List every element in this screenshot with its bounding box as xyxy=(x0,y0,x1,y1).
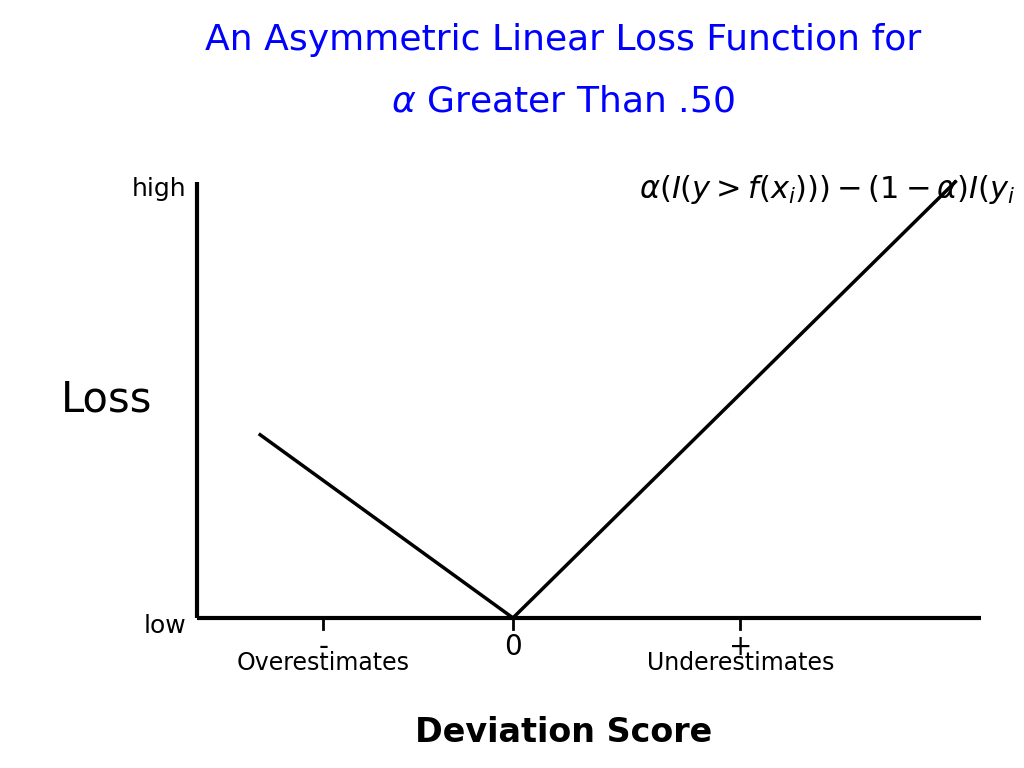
Text: Underestimates: Underestimates xyxy=(647,650,835,674)
Text: $\alpha$ Greater Than .50: $\alpha$ Greater Than .50 xyxy=(391,84,735,118)
Text: 0: 0 xyxy=(504,633,522,661)
Text: $\alpha(I(y > f(x_i))) - (1 - \alpha)I(y_i \leq f(x_i))$: $\alpha(I(y > f(x_i))) - (1 - \alpha)I(y… xyxy=(639,173,1024,206)
Text: Loss: Loss xyxy=(61,379,153,421)
Text: low: low xyxy=(144,614,186,637)
Text: Overestimates: Overestimates xyxy=(237,650,410,674)
Text: +: + xyxy=(729,633,753,661)
Text: -: - xyxy=(318,633,329,661)
Text: An Asymmetric Linear Loss Function for: An Asymmetric Linear Loss Function for xyxy=(205,23,922,57)
Text: Deviation Score: Deviation Score xyxy=(415,716,712,749)
Text: high: high xyxy=(132,177,186,201)
